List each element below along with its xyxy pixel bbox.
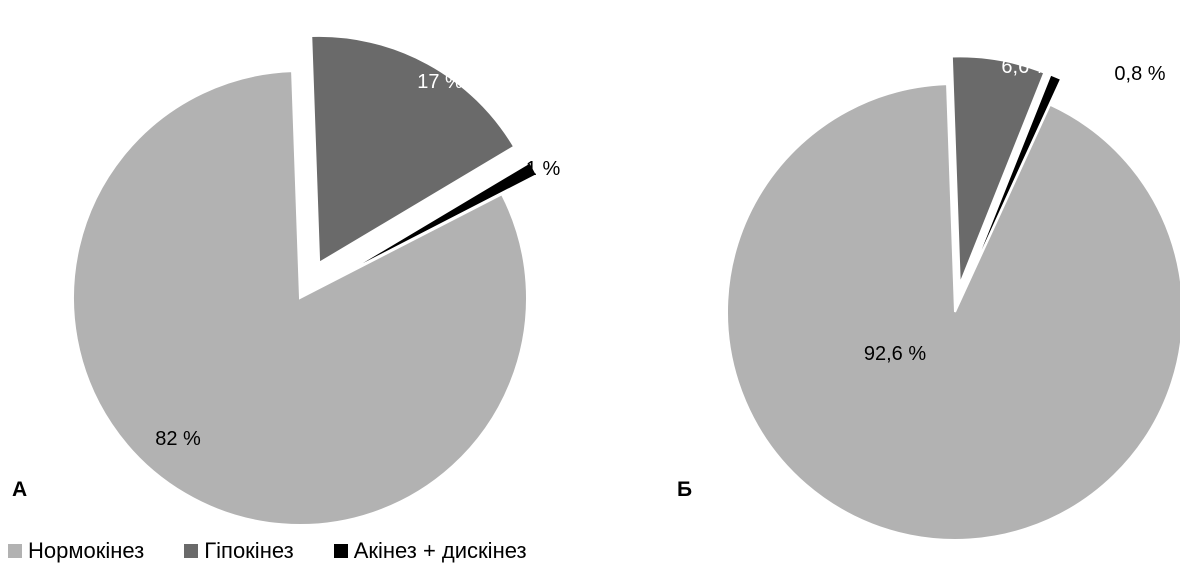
- legend-item-normokinesis: Нормокінез: [8, 538, 144, 564]
- legend-label-akinesis: Акінез + дискінез: [353, 538, 527, 563]
- legend-item-akinesis: Акінез + дискінез: [333, 538, 527, 564]
- legend-label-hypokinesis: Гіпокінез: [204, 538, 294, 563]
- pie-chart-a: 82 % 17 % 1 %: [72, 34, 561, 526]
- pie-chart-b: 92,6 % 6,6 % 0,8 %: [726, 55, 1180, 541]
- legend-swatch-hypokinesis: [184, 544, 199, 558]
- pie-b-slice-hypokinesis: [950, 55, 1046, 285]
- pie-a-label-hypokinesis: 17 %: [417, 71, 463, 93]
- legend-label-normokinesis: Нормокінез: [28, 538, 145, 563]
- panel-label-a: А: [12, 478, 27, 501]
- pie-a-label-normokinesis: 82 %: [155, 428, 201, 450]
- pie-a-slice-normokinesis: [72, 70, 528, 526]
- panel-label-b: Б: [677, 478, 692, 501]
- pie-b-slice-normokinesis: [726, 83, 1180, 541]
- pie-b-label-akinesis: 0,8 %: [1114, 63, 1165, 85]
- pie-b-label-hypokinesis: 6,6 %: [1001, 56, 1052, 78]
- pie-a-slice-akinesis: [334, 161, 539, 280]
- pie-a-slice-hypokinesis: [310, 34, 516, 265]
- pie-b-slice-akinesis: [965, 73, 1063, 287]
- legend-item-hypokinesis: Гіпокінез: [184, 538, 294, 564]
- legend-swatch-akinesis: [333, 544, 348, 558]
- pie-b-label-normokinesis: 92,6 %: [864, 343, 926, 365]
- pie-a-label-akinesis: 1 %: [526, 158, 561, 180]
- legend: Нормокінез Гіпокінез Акінез + дискінез: [8, 538, 567, 564]
- legend-swatch-normokinesis: [8, 544, 22, 558]
